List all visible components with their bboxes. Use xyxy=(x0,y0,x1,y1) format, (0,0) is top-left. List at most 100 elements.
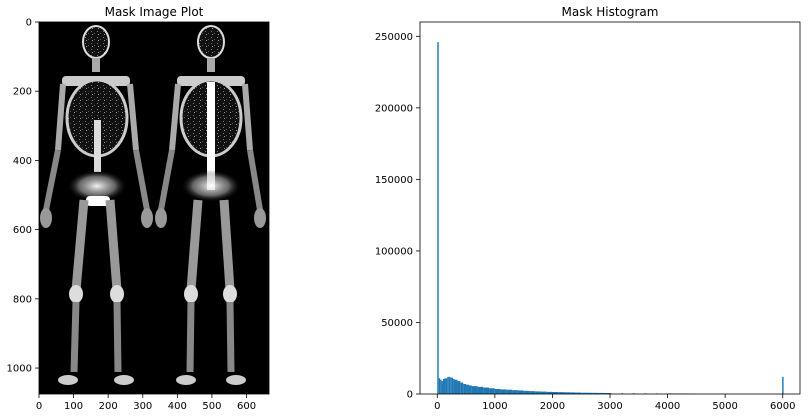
pelvis xyxy=(67,170,127,202)
left-forearm xyxy=(158,149,175,211)
histogram-bar xyxy=(540,391,547,394)
image-x-tick-label: 600 xyxy=(237,401,256,412)
histogram-bar xyxy=(448,376,451,394)
left-hand xyxy=(40,208,52,228)
image-x-tick-label: 200 xyxy=(99,401,118,412)
image-y-tick-label: 600 xyxy=(13,225,32,236)
right-forearm xyxy=(133,149,150,211)
histogram-bar xyxy=(453,378,455,394)
histogram-bar xyxy=(468,385,472,394)
right-humerus xyxy=(127,83,139,151)
skull xyxy=(197,25,225,59)
spine xyxy=(207,82,215,190)
right-femur xyxy=(219,199,235,291)
histogram-x-tick-label: 3000 xyxy=(597,401,622,412)
right-humerus xyxy=(242,83,253,151)
left-tibia xyxy=(70,301,80,373)
image-y-ticks: 0 200 400 600 800 1000 xyxy=(7,18,39,375)
right-hand xyxy=(141,208,153,228)
left-forearm xyxy=(43,149,61,211)
histogram-bar xyxy=(444,378,446,394)
left-femur xyxy=(71,199,89,291)
histogram-bar xyxy=(463,383,467,394)
image-plot-frame xyxy=(38,21,270,395)
neck xyxy=(92,58,100,72)
histogram-bar xyxy=(440,379,442,394)
image-y-tick-label: 0 xyxy=(26,18,32,29)
mask-image xyxy=(39,22,269,394)
histogram-bar xyxy=(445,378,448,394)
histogram-bar xyxy=(529,391,536,394)
image-x-tick-label: 100 xyxy=(64,401,83,412)
image-y-tick-label: 1000 xyxy=(7,364,32,375)
histogram-x-tick-label: 0 xyxy=(434,401,440,412)
right-knee xyxy=(223,285,237,303)
left-tibia xyxy=(186,301,195,373)
histogram-bar xyxy=(441,381,444,394)
right-hand xyxy=(254,208,266,228)
right-femur xyxy=(105,199,122,291)
image-x-tick-label: 300 xyxy=(133,401,152,412)
histogram-bar xyxy=(598,392,605,394)
histogram-bar xyxy=(500,389,507,394)
histogram-bar xyxy=(517,390,524,394)
image-x-ticks: 0 100 200 300 400 500 600 xyxy=(36,394,256,412)
histogram-bar xyxy=(621,393,623,394)
skeleton-posterior xyxy=(155,25,266,385)
histogram-x-tick-label: 2000 xyxy=(540,401,565,412)
histogram-x-tick-label: 5000 xyxy=(712,401,737,412)
right-forearm xyxy=(247,149,263,211)
histogram-bar xyxy=(581,392,587,394)
histogram-x-tick-label: 4000 xyxy=(655,401,680,412)
histogram-bars xyxy=(437,42,784,395)
histogram-bar xyxy=(575,392,582,394)
histogram-y-ticks: 0 50000 100000 150000 200000 250000 xyxy=(375,32,420,401)
histogram-y-tick-label: 150000 xyxy=(375,175,413,186)
histogram-bar xyxy=(489,388,495,394)
image-x-tick-label: 500 xyxy=(202,401,221,412)
left-knee xyxy=(69,285,83,303)
spine xyxy=(94,120,101,172)
right-tibia xyxy=(113,301,122,373)
histogram-bar xyxy=(586,392,593,394)
histogram-bar xyxy=(438,378,441,394)
histogram-bar xyxy=(447,376,449,394)
image-x-tick-label: 400 xyxy=(168,401,187,412)
image-plot-title: Mask Image Plot xyxy=(105,5,204,19)
skull xyxy=(82,25,110,59)
histogram-bar xyxy=(592,392,599,394)
histogram-y-tick-label: 0 xyxy=(407,390,413,401)
histogram-bar xyxy=(437,42,439,395)
histogram-y-tick-label: 100000 xyxy=(375,246,413,257)
left-hand xyxy=(155,208,167,228)
histogram-bar xyxy=(546,391,553,394)
skeleton-anterior xyxy=(40,25,153,385)
histogram-bar xyxy=(443,378,445,394)
mask-histogram: Mask Histogram 0 1000 2000 3000 4000 5000 6000… xyxy=(375,5,801,412)
pelvis xyxy=(181,170,241,202)
hip-bright xyxy=(86,196,110,206)
histogram-title: Mask Histogram xyxy=(562,5,659,19)
histogram-y-tick-label: 200000 xyxy=(375,103,413,114)
histogram-bar xyxy=(563,392,570,394)
histogram-bar xyxy=(610,393,612,394)
left-foot xyxy=(176,375,196,385)
histogram-y-tick-label: 50000 xyxy=(381,318,413,329)
histogram-x-ticks: 0 1000 2000 3000 4000 5000 6000 xyxy=(434,394,795,412)
image-y-tick-label: 200 xyxy=(13,87,32,98)
image-x-tick-label: 0 xyxy=(36,401,42,412)
histogram-bar xyxy=(466,384,469,394)
histogram-x-tick-label: 1000 xyxy=(482,401,507,412)
histogram-bar xyxy=(451,377,454,394)
histogram-bar xyxy=(494,388,501,394)
mask-image-plot: Mask Image Plot xyxy=(7,5,270,412)
left-foot xyxy=(58,375,78,385)
histogram-bar xyxy=(552,391,559,394)
right-foot xyxy=(114,375,134,385)
histogram-bar xyxy=(454,379,458,394)
histogram-bar xyxy=(569,392,576,394)
histogram-bar xyxy=(558,392,564,394)
right-knee xyxy=(110,285,124,303)
histogram-bar xyxy=(604,392,610,394)
